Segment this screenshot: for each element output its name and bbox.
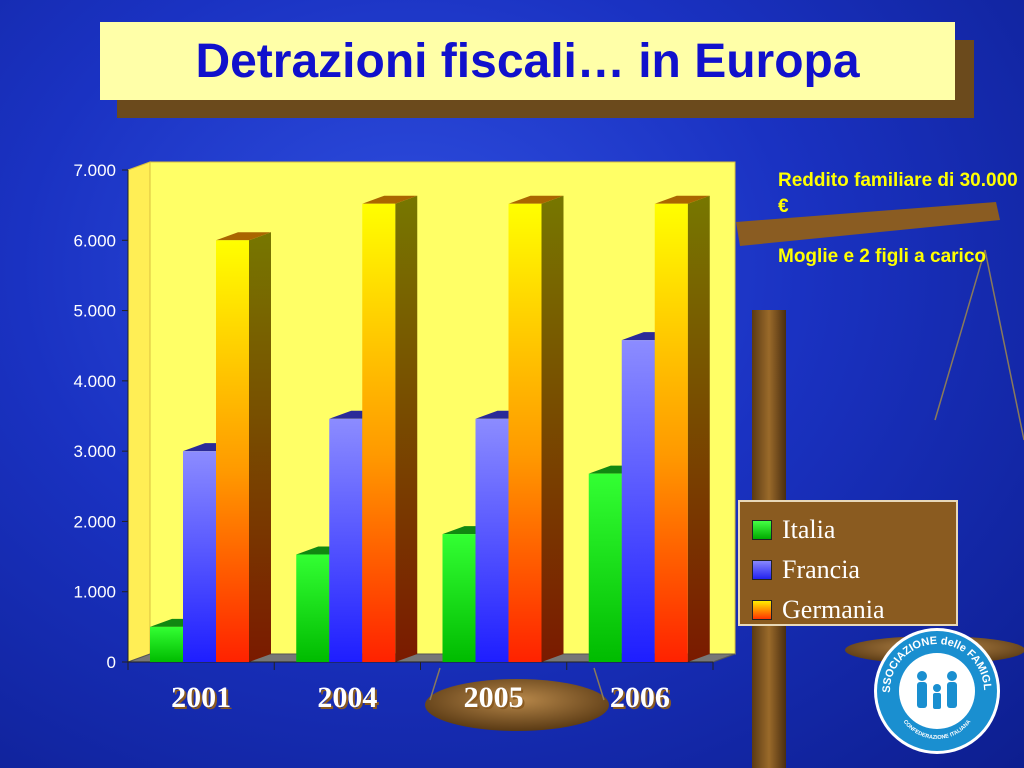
bar-germania-2001 — [216, 240, 249, 663]
y-tick-label: 0 — [107, 653, 116, 672]
scale-beam — [736, 202, 1000, 246]
x-tick-label: 2005 — [464, 681, 524, 714]
logo-abbr: AFI — [927, 714, 946, 728]
bar-germania-2005 — [508, 203, 542, 663]
x-tick-label-shadow: 2001 — [173, 683, 233, 716]
y-tick-label: 5.000 — [73, 302, 116, 321]
bar-top-germania — [216, 232, 271, 241]
bar-italia-2006 — [588, 473, 622, 662]
bar-italia-2004 — [296, 554, 330, 662]
y-tick-label: 2.000 — [73, 512, 116, 531]
x-tick-label-shadow: 2006 — [612, 683, 672, 716]
legend-label-francia: Francia — [782, 555, 860, 584]
legend-label-germania: Germania — [782, 595, 885, 624]
legend-swatch-francia — [752, 560, 772, 580]
legend-label-italia: Italia — [782, 515, 836, 544]
legend-item-germania: Germania — [752, 590, 944, 630]
y-tick-label: 6.000 — [73, 231, 116, 250]
bar-side-germania — [395, 195, 418, 663]
bar-italia-2001 — [150, 626, 183, 662]
x-tick-label: 2006 — [610, 681, 670, 714]
bar-top-germania — [508, 195, 564, 204]
bar-top-germania — [362, 195, 418, 204]
page-title: Detrazioni fiscali… in Europa — [195, 34, 860, 88]
bar-francia-2006 — [621, 340, 655, 662]
bar-top-germania — [654, 195, 710, 204]
x-tick-label: 2001 — [171, 681, 231, 714]
bar-germania-2006 — [654, 203, 688, 663]
y-tick-label: 1.000 — [73, 583, 116, 602]
bar-francia-2005 — [475, 418, 509, 662]
afi-logo: ASSOCIAZIONE delle FAMIGLIE CONFEDERAZIO… — [872, 626, 1000, 754]
legend-item-italia: Italia — [752, 510, 944, 550]
title-box: Detrazioni fiscali… in Europa — [100, 22, 955, 100]
family-figures-icon — [917, 671, 957, 709]
legend-item-francia: Francia — [752, 550, 944, 590]
y-tick-label: 4.000 — [73, 372, 116, 391]
x-tick-label: 2004 — [317, 681, 377, 714]
income-note: Reddito familiare di 30.000 € — [778, 170, 1018, 217]
y-tick-label: 3.000 — [73, 442, 116, 461]
x-tick-label-shadow: 2005 — [466, 683, 526, 716]
bar-italia-2005 — [442, 534, 476, 662]
bar-francia-2004 — [329, 418, 363, 662]
bar-side-germania — [541, 195, 564, 663]
bar-side-germania — [249, 232, 271, 663]
x-tick-label-shadow: 2004 — [319, 683, 379, 716]
scale-pan-left — [425, 679, 609, 731]
bar-side-germania — [687, 195, 710, 663]
legend-swatch-italia — [752, 520, 772, 540]
bar-francia-2001 — [183, 451, 216, 662]
plot-side-wall — [127, 161, 151, 663]
bar-germania-2004 — [362, 203, 396, 663]
legend-swatch-germania — [752, 600, 772, 620]
family-note: Moglie e 2 figli a carico — [778, 246, 987, 267]
y-tick-label: 7.000 — [73, 161, 116, 180]
chart-legend: Italia Francia Germania — [738, 500, 958, 626]
